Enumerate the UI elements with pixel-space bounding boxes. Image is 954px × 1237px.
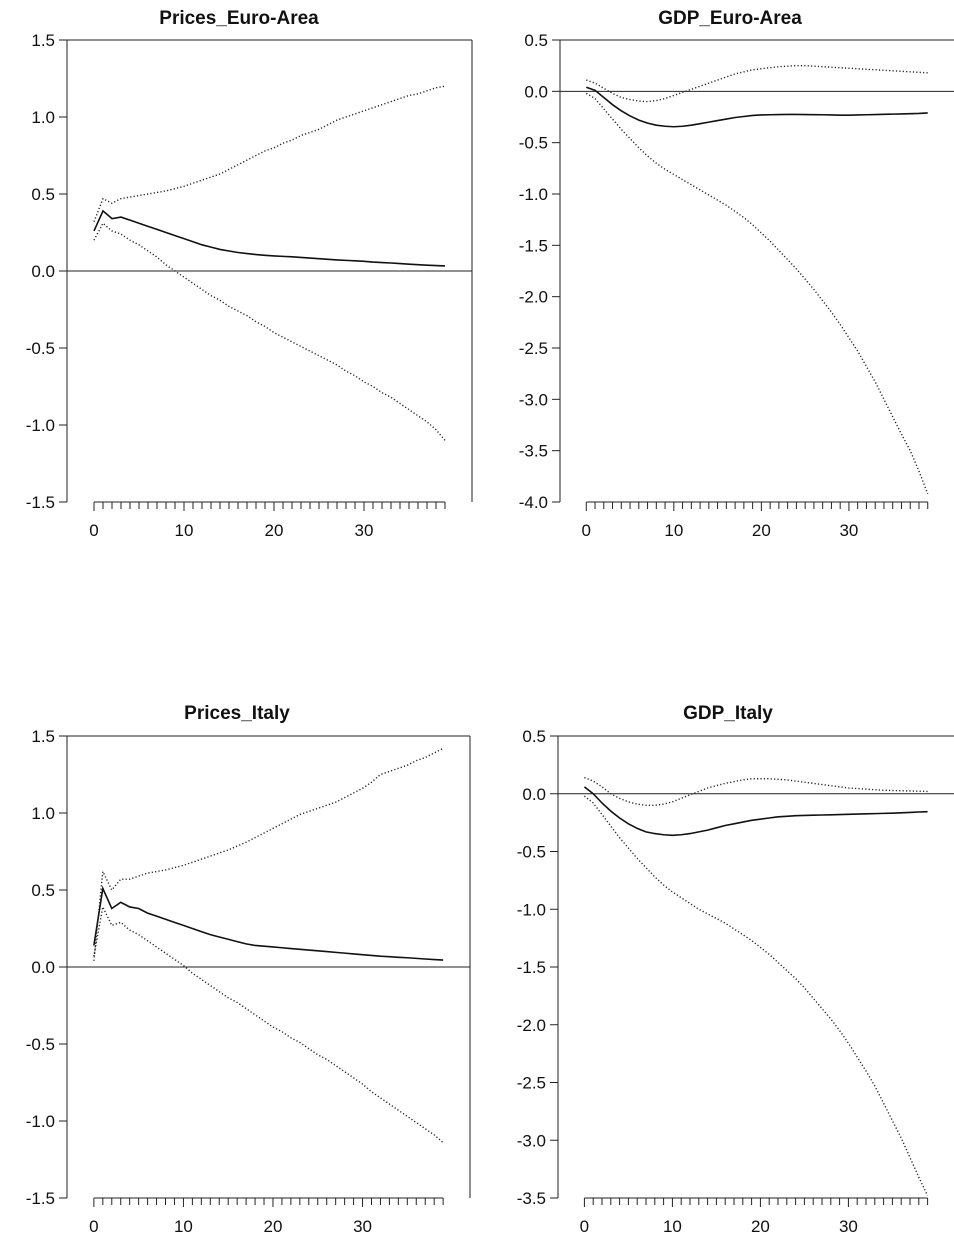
response-line: [93, 885, 444, 961]
y-tick-label: -3.0: [519, 390, 548, 409]
y-tick-label: 0.5: [524, 31, 548, 50]
x-tick-label: 30: [355, 521, 374, 540]
plot-area: -1.5 -1.0 -0.5 0.0 0.5 1.0 1.5 0 10 20 30: [26, 727, 471, 1236]
y-tick-label: -1.5: [519, 236, 548, 255]
lower-band-line: [583, 795, 929, 1196]
x-tick-label: 10: [174, 1217, 193, 1236]
y-tick-label: 0.5: [31, 881, 55, 900]
y-tick-label: -2.5: [519, 339, 548, 358]
upper-band-line: [584, 776, 928, 806]
y-tick-label: 1.0: [31, 108, 55, 127]
y-tick-label: -1.5: [26, 1189, 55, 1208]
y-tick-label: 0.0: [31, 958, 55, 977]
x-tick-label: 30: [839, 1217, 858, 1236]
y-tick-label: -2.5: [517, 1074, 546, 1093]
x-tick-label: 0: [89, 1217, 98, 1236]
y-tick-label: 0.5: [31, 185, 55, 204]
upper-band-line: [93, 85, 446, 222]
panel-title: GDP_Euro-Area: [658, 8, 802, 29]
x-tick-label: 0: [580, 1217, 589, 1236]
y-tick-label: 1.0: [31, 804, 55, 823]
y-tick-label: -0.5: [26, 1035, 55, 1054]
y-tick-label: -2.0: [519, 288, 548, 307]
y-tick-label: 0.5: [522, 727, 546, 746]
y-tick-label: -1.0: [26, 1112, 55, 1131]
panel-title: GDP_Italy: [683, 703, 773, 724]
x-tick-label: 20: [751, 1217, 770, 1236]
y-tick-label: -1.5: [26, 493, 55, 512]
panel-prices-italy: Prices_Italy -1.5 -1.0 -0.5 0.0 0.5 1.0 1.5 0 10…: [26, 703, 471, 1236]
x-tick-label: 20: [264, 1217, 283, 1236]
x-tick-label: 20: [265, 521, 284, 540]
y-tick-label: -0.5: [26, 339, 55, 358]
x-tick-label: 30: [839, 521, 858, 540]
y-tick-label: -1.0: [519, 185, 548, 204]
plot-area: -3.5 -3.0 -2.5 -2.0 -1.5 -1.0 -0.5 0.0 0.5 0 10 20 3…: [517, 727, 954, 1236]
lower-band-line: [585, 92, 929, 495]
x-tick-label: 30: [353, 1217, 372, 1236]
response-line: [93, 209, 446, 267]
response-line: [586, 86, 928, 128]
x-tick-label: 10: [664, 521, 683, 540]
x-tick-label: 0: [582, 521, 591, 540]
plot-area: -1.5 -1.0 -0.5 0.0 0.5 1.0 1.5 0 10 20 30: [26, 31, 473, 540]
y-tick-label: -0.5: [519, 134, 548, 153]
y-tick-label: 0.0: [524, 82, 548, 101]
x-tick-label: 10: [663, 1217, 682, 1236]
y-tick-label: -0.5: [517, 843, 546, 862]
y-tick-label: 0.0: [31, 262, 55, 281]
panel-gdp-italy: GDP_Italy -3.5 -3.0 -2.5 -2.0 -1.5 -1.0 -0.5 0.…: [517, 703, 954, 1236]
y-tick-label: -3.5: [519, 442, 548, 461]
x-tick-label: 10: [175, 521, 194, 540]
x-tick-label: 20: [752, 521, 771, 540]
upper-band-line: [586, 64, 928, 103]
panel-title: Prices_Italy: [184, 703, 290, 724]
y-tick-label: 1.5: [31, 31, 55, 50]
panel-gdp-euro-area: GDP_Euro-Area -4.0 -3.5 -3.0 -2.5 -2.0 -1.5 -1…: [519, 8, 954, 540]
y-tick-label: -1.0: [26, 416, 55, 435]
x-tick-label: 0: [89, 521, 98, 540]
y-tick-label: 0.0: [522, 785, 546, 804]
lower-band-line: [93, 904, 444, 1144]
y-tick-label: -3.5: [517, 1189, 546, 1208]
plot-area: -4.0 -3.5 -3.0 -2.5 -2.0 -1.5 -1.0 -0.5 0.0 0.5 0 1…: [519, 31, 954, 540]
y-tick-label: -1.5: [517, 958, 546, 977]
panel-title: Prices_Euro-Area: [159, 8, 319, 29]
upper-band-line: [93, 747, 444, 961]
y-tick-label: -2.0: [517, 1016, 546, 1035]
y-tick-label: 1.5: [31, 727, 55, 746]
y-tick-label: -1.0: [517, 900, 546, 919]
panel-prices-euro-area: Prices_Euro-Area -1.5 -1.0 -0.5 0.0 0.5 1.0 1.…: [26, 8, 473, 540]
y-tick-label: -3.0: [517, 1131, 546, 1150]
response-line: [583, 786, 928, 837]
y-tick-label: -4.0: [519, 493, 548, 512]
